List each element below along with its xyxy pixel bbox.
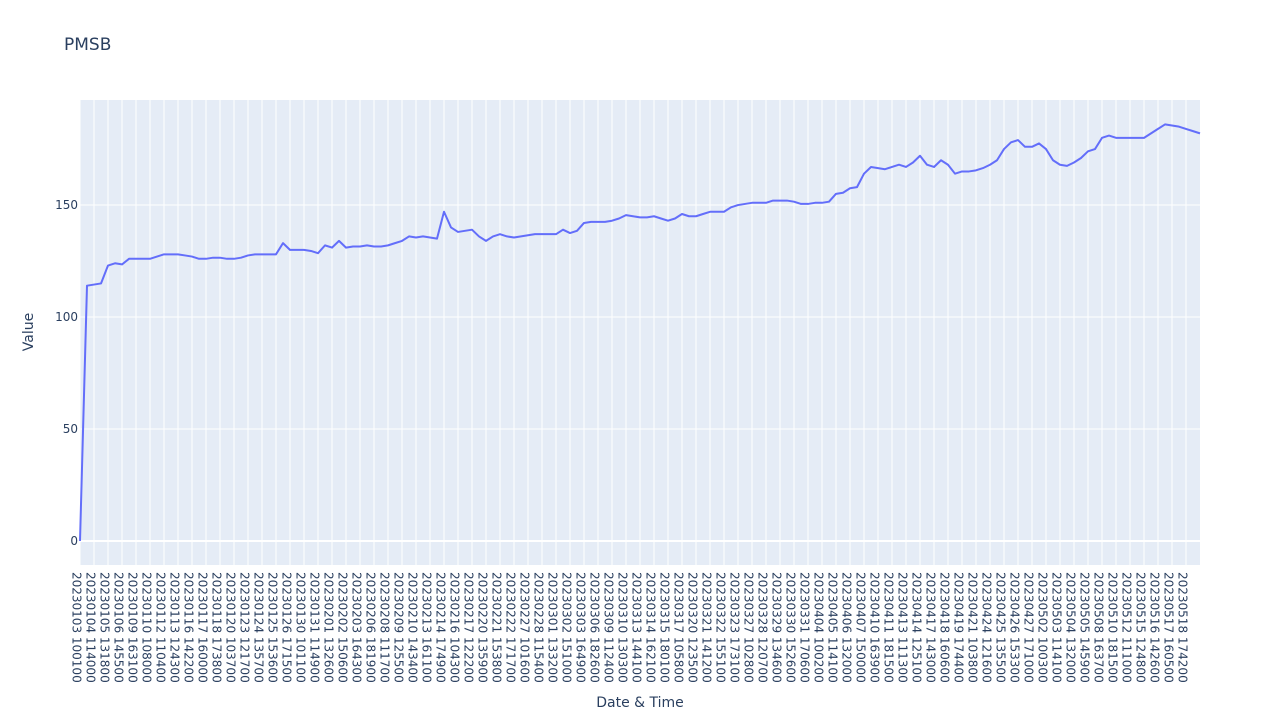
x-axis-title: Date & Time [596, 695, 684, 711]
x-tick-label: 20230327 102800 [742, 572, 756, 683]
x-tick-label: 20230418 160600 [938, 572, 952, 683]
x-tick-label: 20230410 163900 [868, 572, 882, 683]
x-tick-label: 20230220 135900 [476, 572, 490, 683]
x-tick-label: 20230123 121700 [238, 572, 252, 683]
x-tick-label: 20230309 112400 [602, 572, 616, 683]
x-tick-label: 20230120 103700 [224, 572, 238, 683]
x-tick-label: 20230322 155100 [714, 572, 728, 683]
x-tick-label: 20230504 132000 [1064, 572, 1078, 683]
y-tick-label: 150 [55, 198, 78, 212]
x-tick-label: 20230427 171000 [1022, 572, 1036, 683]
x-tick-label: 20230216 104300 [448, 572, 462, 683]
x-tick-label: 20230130 101100 [294, 572, 308, 683]
x-tick-label: 20230503 114100 [1050, 572, 1064, 683]
x-tick-label: 20230419 174400 [952, 572, 966, 683]
x-tick-label: 20230202 150600 [336, 572, 350, 683]
x-tick-label: 20230210 143400 [406, 572, 420, 683]
x-tick-label: 20230518 174200 [1176, 572, 1190, 683]
x-tick-label: 20230110 108000 [140, 572, 154, 683]
marks [79, 123, 1201, 542]
x-tick-label: 20230323 173100 [728, 572, 742, 683]
x-tick-label: 20230328 120700 [756, 572, 770, 683]
y-axis-title: Value [21, 313, 37, 351]
x-tick-label: 20230106 145500 [112, 572, 126, 683]
x-tick-label: 20230404 100200 [812, 572, 826, 683]
x-tick-label: 20230330 152600 [784, 572, 798, 683]
chart-title: PMSB [64, 35, 111, 55]
x-tick-label: 20230315 180100 [658, 572, 672, 683]
x-tick-label: 20230109 163100 [126, 572, 140, 683]
x-tick-label: 20230104 114000 [84, 572, 98, 683]
x-tick-label: 20230117 160000 [196, 572, 210, 683]
x-tick-label: 20230516 142600 [1148, 572, 1162, 683]
x-tick-label: 20230517 160500 [1162, 572, 1176, 683]
x-tick-label: 20230515 124800 [1134, 572, 1148, 683]
x-tick-label: 20230407 150000 [854, 572, 868, 683]
x-tick-label: 20230317 105800 [672, 572, 686, 683]
x-tick-label: 20230329 134600 [770, 572, 784, 683]
x-tick-label: 20230424 121600 [980, 572, 994, 683]
x-tick-label: 20230201 132600 [322, 572, 336, 683]
x-tick-label: 20230502 100300 [1036, 572, 1050, 683]
x-tick-label: 20230313 144100 [630, 572, 644, 683]
x-tick-label: 20230221 153800 [490, 572, 504, 683]
y-tick-label: 0 [70, 534, 78, 548]
x-tick-label: 20230310 130300 [616, 572, 630, 683]
x-tick-label: 20230228 115400 [532, 572, 546, 683]
x-tick-label: 20230214 174900 [434, 572, 448, 683]
x-tick-label: 20230217 122200 [462, 572, 476, 683]
x-tick-label: 20230406 132000 [840, 572, 854, 683]
x-tick-label: 20230405 114100 [826, 572, 840, 683]
x-tick-label: 20230206 181900 [364, 572, 378, 683]
data-line [79, 123, 1201, 542]
x-tick-label: 20230213 161100 [420, 572, 434, 683]
x-tick-label: 20230425 135500 [994, 572, 1008, 683]
x-tick-label: 20230421 103800 [966, 572, 980, 683]
x-tick-label: 20230124 135700 [252, 572, 266, 683]
x-tick-label: 20230505 145900 [1078, 572, 1092, 683]
x-tick-label: 20230112 110400 [154, 572, 168, 683]
x-tick-label: 20230331 170600 [798, 572, 812, 683]
x-tick-label: 20230306 182600 [588, 572, 602, 683]
x-tick-label: 20230103 100100 [70, 572, 84, 683]
x-tick-label: 20230510 181500 [1106, 572, 1120, 683]
x-tick-label: 20230203 164300 [350, 572, 364, 683]
x-tick-label: 20230321 141200 [700, 572, 714, 683]
x-tick-label: 20230417 143000 [924, 572, 938, 683]
x-tick-label: 20230303 164900 [574, 572, 588, 683]
y-tick-label: 50 [63, 422, 78, 436]
x-tick-label: 20230125 153600 [266, 572, 280, 683]
x-tick-label: 20230320 123500 [686, 572, 700, 683]
x-tick-label: 20230413 111300 [896, 572, 910, 683]
x-tick-label: 20230118 173800 [210, 572, 224, 683]
x-tick-label: 20230208 111700 [378, 572, 392, 683]
x-tick-label: 20230411 181500 [882, 572, 896, 683]
x-tick-label: 20230314 162100 [644, 572, 658, 683]
x-tick-label: 20230227 101600 [518, 572, 532, 683]
x-tick-label: 20230414 125100 [910, 572, 924, 683]
y-tick-label: 100 [55, 310, 78, 324]
x-tick-label: 20230302 151000 [560, 572, 574, 683]
x-tick-label: 20230222 171700 [504, 572, 518, 683]
x-tick-label: 20230131 114900 [308, 572, 322, 683]
x-tick-label: 20230301 133200 [546, 572, 560, 683]
x-tick-label: 20230209 125500 [392, 572, 406, 683]
x-tick-label: 20230126 171500 [280, 572, 294, 683]
x-tick-label: 20230426 153300 [1008, 572, 1022, 683]
grid [79, 100, 1200, 565]
x-tick-label: 20230512 111000 [1120, 572, 1134, 683]
x-tick-label: 20230113 124300 [168, 572, 182, 683]
x-tick-label: 20230116 142200 [182, 572, 196, 683]
x-tick-label: 20230105 131800 [98, 572, 112, 683]
x-tick-label: 20230508 163700 [1092, 572, 1106, 683]
